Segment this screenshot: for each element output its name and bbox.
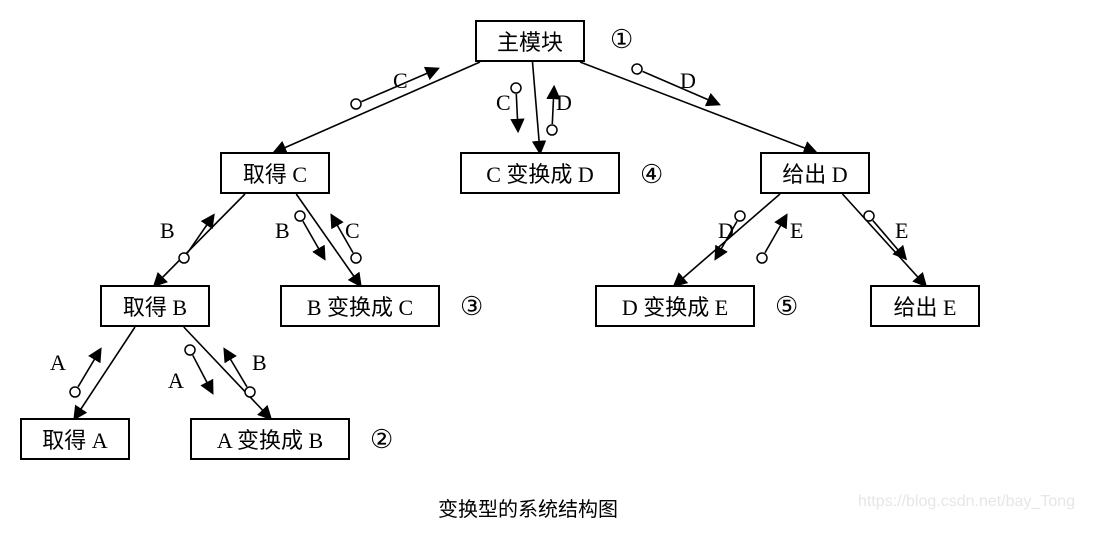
hierarchy-edge — [75, 327, 135, 418]
circled-label: ③ — [460, 292, 483, 322]
data-arrow — [193, 355, 212, 392]
node-getA: 取得 A — [20, 418, 130, 460]
circled-label: ⑤ — [775, 292, 798, 322]
node-d2e: D 变换成 E — [595, 285, 755, 327]
data-arrow-origin — [757, 253, 767, 263]
data-arrow-origin — [864, 211, 874, 221]
data-arrow-label: C — [393, 68, 408, 94]
data-arrow — [765, 216, 786, 253]
data-arrow-label: E — [895, 218, 908, 244]
data-arrow-label: C — [345, 218, 360, 244]
node-main: 主模块 — [475, 20, 585, 62]
circled-label: ① — [610, 25, 633, 55]
data-arrow-label: E — [790, 218, 803, 244]
data-arrow-origin — [179, 253, 189, 263]
data-arrow-origin — [185, 345, 195, 355]
data-arrow — [78, 350, 100, 387]
node-getC: 取得 C — [220, 152, 330, 194]
data-arrow — [187, 216, 213, 253]
data-arrow-label: A — [168, 368, 184, 394]
data-arrow-origin — [547, 125, 557, 135]
data-arrow-origin — [511, 83, 521, 93]
data-arrow — [516, 94, 518, 130]
data-arrow — [303, 221, 324, 258]
node-a2b: A 变换成 B — [190, 418, 350, 460]
data-arrow-origin — [295, 211, 305, 221]
data-arrow-label: B — [252, 350, 267, 376]
data-arrow-origin — [70, 387, 80, 397]
diagram-svg — [0, 0, 1119, 537]
data-arrow-origin — [735, 211, 745, 221]
node-giveD: 给出 D — [760, 152, 870, 194]
data-arrow-label: D — [556, 90, 572, 116]
circled-label: ④ — [640, 160, 663, 190]
watermark: https://blog.csdn.net/bay_Tong — [858, 493, 1075, 511]
hierarchy-edge — [533, 62, 541, 152]
node-c2d: C 变换成 D — [460, 152, 620, 194]
data-arrow-label: B — [275, 218, 290, 244]
data-arrow-origin — [351, 99, 361, 109]
data-arrow-origin — [245, 387, 255, 397]
data-arrow — [552, 88, 554, 124]
data-arrow-label: B — [160, 218, 175, 244]
hierarchy-edge — [843, 194, 926, 285]
diagram-caption: 变换型的系统结构图 — [438, 493, 618, 522]
node-giveE: 给出 E — [870, 285, 980, 327]
data-arrow-label: D — [718, 218, 734, 244]
data-arrow-label: C — [496, 90, 511, 116]
node-getB: 取得 B — [100, 285, 210, 327]
hierarchy-edge — [275, 62, 480, 152]
data-arrow-origin — [351, 253, 361, 263]
node-b2c: B 变换成 C — [280, 285, 440, 327]
circled-label: ② — [370, 425, 393, 455]
data-arrow-label: A — [50, 350, 66, 376]
hierarchy-edge — [580, 62, 815, 152]
data-arrow-label: D — [680, 68, 696, 94]
data-arrow-origin — [632, 64, 642, 74]
